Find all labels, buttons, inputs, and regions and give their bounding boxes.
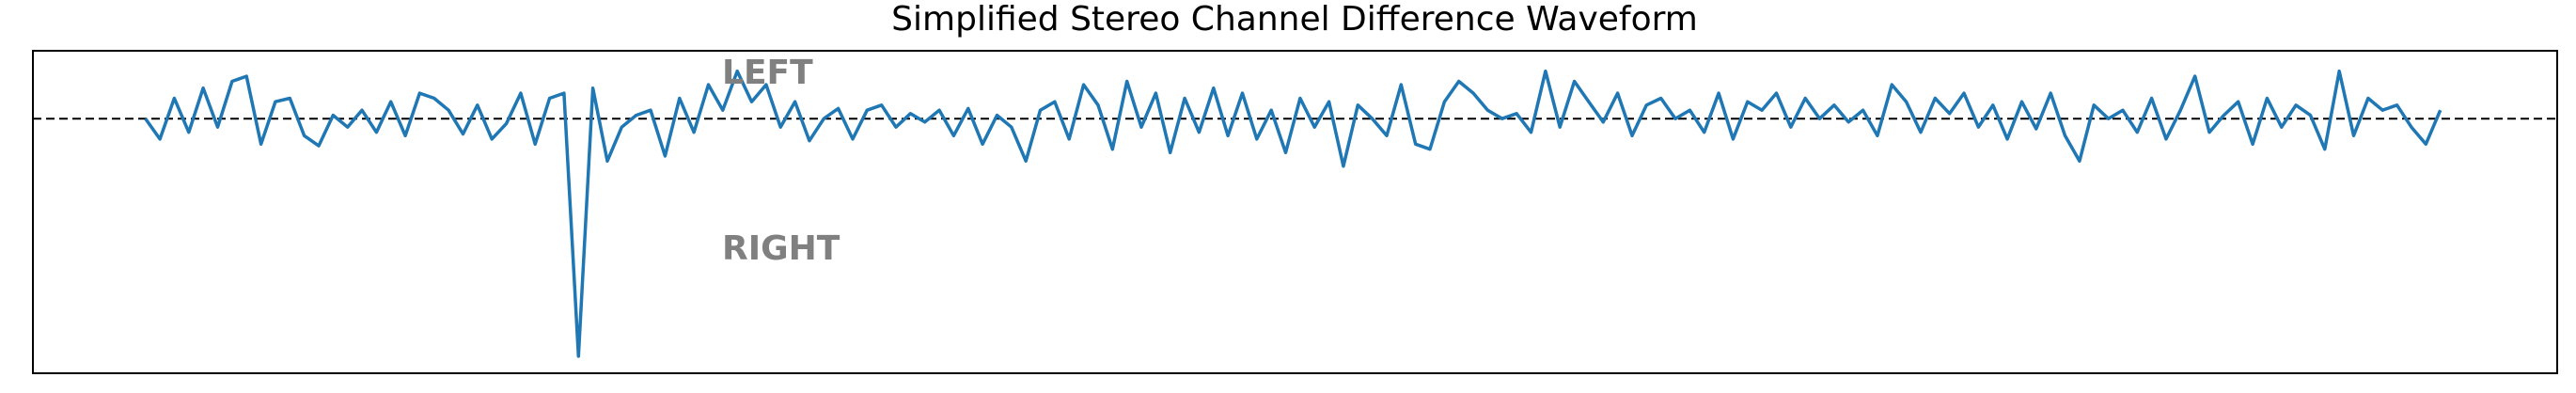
plot-frame bbox=[32, 50, 2558, 374]
annotation: LEFT bbox=[722, 54, 813, 92]
chart-title: Simplified Stereo Channel Difference Wav… bbox=[891, 0, 1698, 39]
waveform-line bbox=[144, 69, 2442, 358]
annotation: RIGHT bbox=[722, 229, 840, 268]
